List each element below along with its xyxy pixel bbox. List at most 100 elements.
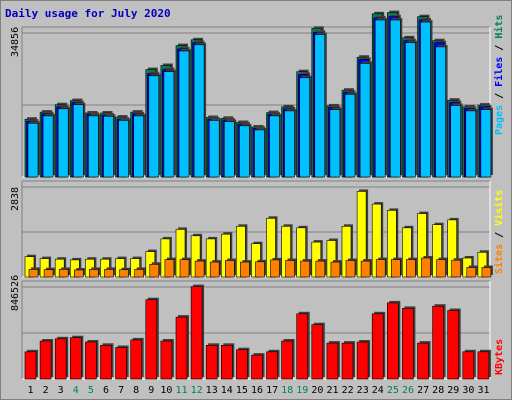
bar-pages <box>359 63 371 178</box>
bar-sites <box>149 263 160 278</box>
bar-kbytes <box>386 302 399 380</box>
bar-pages <box>163 71 175 178</box>
bar-kbytes <box>70 337 82 380</box>
legend-sites: Sites <box>494 243 505 274</box>
bar-pages <box>329 109 341 178</box>
x-tick-label: 19 <box>296 385 308 396</box>
x-tick-label: 15 <box>236 385 248 396</box>
bar-kbytes <box>281 340 293 380</box>
legend-pages: Pages <box>494 104 505 135</box>
bar-kbytes <box>462 351 475 380</box>
x-tick-label: 10 <box>160 385 172 396</box>
bar-sites <box>74 269 84 278</box>
x-tick-label: 1 <box>27 385 33 396</box>
legend-separator: / <box>494 86 505 105</box>
bar-pages <box>42 115 54 178</box>
bar-pages <box>133 115 144 178</box>
x-tick-label: 31 <box>477 385 489 396</box>
bar-sites <box>451 259 462 278</box>
bar-pages <box>73 104 84 178</box>
bar-pages <box>450 105 462 178</box>
bar-kbytes <box>326 342 339 380</box>
bar-kbytes <box>447 310 460 380</box>
legend-visits: Visits <box>494 189 505 226</box>
bar-sites <box>209 261 220 278</box>
bar-kbytes <box>266 351 278 380</box>
x-tick-label: 26 <box>402 385 414 396</box>
bar-sites <box>255 261 265 278</box>
bar-pages <box>178 50 190 178</box>
bar-pages <box>374 19 386 178</box>
bar-pages <box>88 115 99 178</box>
bar-sites <box>164 259 175 278</box>
bar-kbytes <box>356 341 369 380</box>
bar-kbytes <box>100 344 112 380</box>
bar-kbytes <box>371 313 384 380</box>
axis-max-label: 34856 <box>10 27 21 57</box>
bar-sites <box>28 269 39 278</box>
bar-pages <box>193 44 205 178</box>
x-tick-label: 7 <box>118 385 124 396</box>
legend-kbytes-wrap: KBytes <box>494 339 505 375</box>
bar-sites <box>481 267 492 278</box>
bar-sites <box>58 269 69 278</box>
bar-sites <box>119 269 129 278</box>
bar-kbytes <box>39 340 52 380</box>
bar-pages <box>224 121 235 178</box>
x-tick-label: 2 <box>43 385 49 396</box>
bar-sites <box>43 269 54 278</box>
bar-sites <box>194 260 205 278</box>
bar-pages <box>269 115 280 178</box>
x-tick-label: 13 <box>206 385 218 396</box>
x-tick-label: 24 <box>372 385 384 396</box>
bar-kbytes <box>24 351 37 380</box>
bar-pages <box>254 129 265 178</box>
bar-kbytes <box>251 354 263 380</box>
bar-kbytes <box>402 308 414 380</box>
x-tick-label: 4 <box>73 385 79 396</box>
bar-pages <box>103 116 114 178</box>
x-tick-label: 6 <box>103 385 109 396</box>
legend-hits: Hits <box>494 14 505 39</box>
bar-pages <box>57 108 69 178</box>
axis-max-label: 846526 <box>10 275 21 311</box>
bar-pages <box>405 42 416 178</box>
bar-sites <box>315 260 326 278</box>
bar-pages <box>284 110 295 178</box>
bar-sites <box>285 260 295 278</box>
axis-max-label: 2838 <box>10 187 21 211</box>
legend-kbytes: KBytes <box>494 338 505 375</box>
bar-kbytes <box>175 316 188 380</box>
x-tick-label: 5 <box>88 385 94 396</box>
x-tick-label: 22 <box>342 385 354 396</box>
x-tick-label: 23 <box>357 385 369 396</box>
bar-kbytes <box>221 344 233 380</box>
bar-sites <box>134 269 144 278</box>
legend-files: Files <box>494 56 505 87</box>
bar-kbytes <box>205 344 218 380</box>
bar-pages <box>208 120 220 178</box>
bar-pages <box>389 19 401 178</box>
bar-sites <box>375 259 386 278</box>
bar-kbytes <box>417 342 429 380</box>
bar-kbytes <box>477 351 490 380</box>
bar-kbytes <box>85 341 97 380</box>
x-tick-label: 28 <box>432 385 444 396</box>
x-tick-label: 11 <box>175 385 187 396</box>
bar-kbytes <box>190 286 203 380</box>
x-tick-label: 12 <box>191 385 203 396</box>
bar-sites <box>436 259 446 278</box>
bar-sites <box>421 257 431 278</box>
x-tick-label: 3 <box>58 385 64 396</box>
bar-pages <box>480 109 492 178</box>
bar-sites <box>179 259 190 278</box>
x-tick-label: 8 <box>133 385 139 396</box>
x-tick-label: 20 <box>311 385 323 396</box>
bar-pages <box>27 123 39 178</box>
chart-title: Daily usage for July 2020 <box>5 7 171 20</box>
x-tick-label: 27 <box>417 385 429 396</box>
bar-pages <box>299 77 311 178</box>
legend-hits-files-pages: Pages / Files / Hits <box>494 15 505 135</box>
bar-sites <box>104 269 114 278</box>
bar-kbytes <box>311 324 324 380</box>
